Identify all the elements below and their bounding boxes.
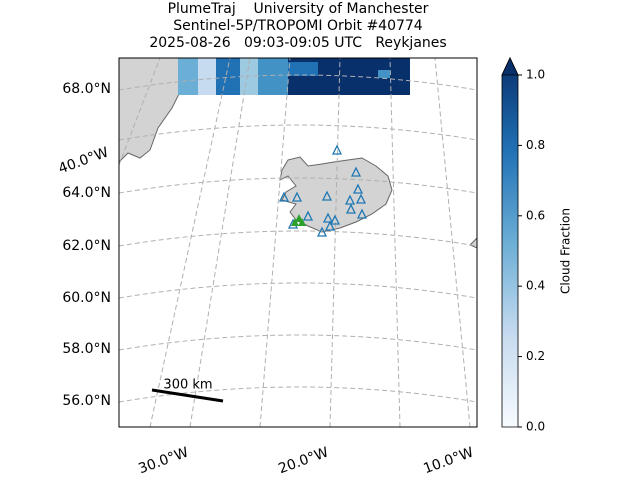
colorbar-tick-label: 0.0 <box>526 420 545 434</box>
lon-label: 40.0°W <box>56 144 110 177</box>
volcano-markers <box>278 144 368 237</box>
scale-label: 300 km <box>163 378 212 393</box>
title-line: PlumeTraj University of Manchester <box>168 1 429 17</box>
map-area: 300 km <box>119 58 477 427</box>
colorbar-extend <box>501 57 519 76</box>
colorbar-tick-label: 1.0 <box>526 68 545 82</box>
lat-label: 64.0°N <box>62 185 111 201</box>
colorbar-tick-label: 0.6 <box>526 208 545 222</box>
colorbar-tick-label: 0.2 <box>526 349 545 363</box>
colorbar-label: Cloud Fraction <box>559 208 573 294</box>
lat-label: 56.0°N <box>62 393 111 409</box>
colorbar-tick-label: 0.4 <box>526 279 545 293</box>
lat-label: 60.0°N <box>62 290 111 306</box>
title-line: 2025-08-26 09:03-09:05 UTC Reykjanes <box>149 35 446 51</box>
lon-label: 30.0°W <box>136 444 190 477</box>
colorbar-tick-label: 0.8 <box>526 138 545 152</box>
cloud-swath <box>178 58 410 95</box>
lon-label: 10.0°W <box>421 444 475 477</box>
lat-label: 58.0°N <box>62 341 111 357</box>
title-line: Sentinel-5P/TROPOMI Orbit #40774 <box>173 18 423 34</box>
lat-label: 68.0°N <box>62 81 111 97</box>
scale-bar <box>151 388 224 403</box>
lon-label: 20.0°W <box>276 444 330 477</box>
lat-label: 62.0°N <box>62 238 111 254</box>
colorbar-body <box>501 57 519 428</box>
colorbar: Cloud Fraction 0.0 0.2 0.4 0.6 0.8 1.0 <box>501 57 573 434</box>
map-frame <box>118 57 478 428</box>
